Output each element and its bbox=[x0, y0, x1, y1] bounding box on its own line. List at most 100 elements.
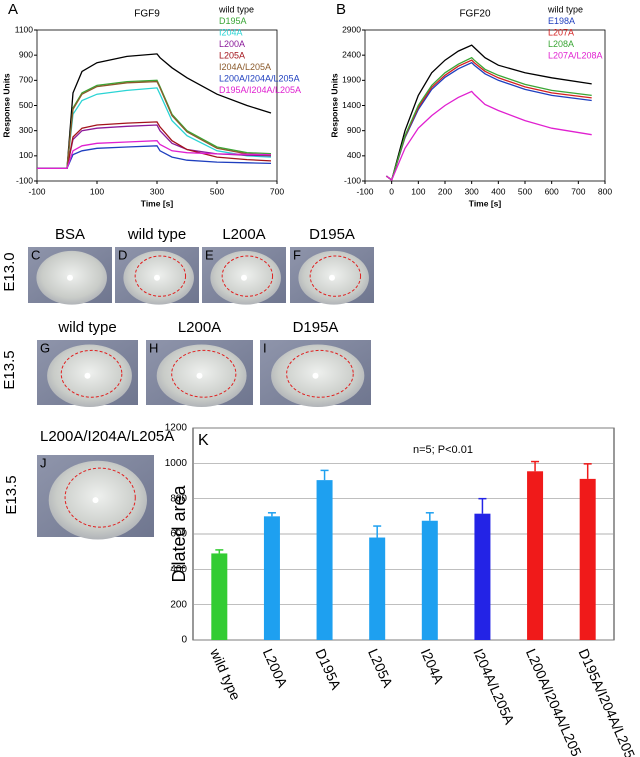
x-tick-label: I204A bbox=[418, 646, 448, 687]
annotation: n=5; P<0.01 bbox=[413, 444, 473, 456]
bar bbox=[316, 480, 333, 640]
highlight bbox=[241, 274, 247, 281]
x-tick-label: 100 bbox=[411, 186, 425, 196]
y-axis-label: Response Units bbox=[329, 73, 339, 138]
bar bbox=[211, 553, 228, 640]
y-tick-label: 2400 bbox=[342, 49, 361, 59]
panel-letter: E bbox=[205, 247, 214, 262]
x-tick-label: I204A/L205A bbox=[470, 646, 518, 727]
x-tick-label: 100 bbox=[90, 186, 104, 196]
sensorgram-line bbox=[37, 140, 272, 170]
panel-letter: B bbox=[336, 1, 346, 18]
x-tick-label: 300 bbox=[465, 186, 479, 196]
chart-title: FGF20 bbox=[459, 9, 491, 20]
x-tick-label: wild type bbox=[207, 645, 244, 702]
x-axis-label: Time [s] bbox=[469, 198, 502, 208]
panel-label: D195A bbox=[309, 226, 355, 243]
dilated-outline bbox=[171, 349, 237, 398]
x-tick-label: 600 bbox=[545, 186, 559, 196]
panel-letter: D bbox=[118, 247, 127, 262]
error-bar bbox=[215, 549, 224, 554]
panel-letter: A bbox=[8, 1, 18, 18]
y-tick-label: 600 bbox=[170, 529, 187, 540]
dilated-outline bbox=[286, 349, 354, 398]
panel-letter: C bbox=[31, 247, 40, 262]
bar bbox=[369, 537, 386, 640]
panel-label: wild type bbox=[57, 319, 116, 336]
panel-letter: I bbox=[263, 340, 267, 355]
bar bbox=[263, 516, 280, 640]
sensorgram-line bbox=[37, 53, 272, 170]
stage-label: E13.5 bbox=[3, 475, 20, 514]
stage-label: E13.5 bbox=[1, 350, 18, 389]
legend-entry: wild type bbox=[218, 4, 254, 14]
y-tick-label: -100 bbox=[16, 175, 33, 185]
y-tick-label: 400 bbox=[347, 150, 361, 160]
highlight bbox=[92, 497, 99, 504]
highlight bbox=[312, 372, 319, 379]
x-tick-label: L205A bbox=[365, 646, 396, 690]
x-tick-label: 300 bbox=[150, 186, 164, 196]
legend-entry: I204A/L205A bbox=[219, 62, 271, 72]
error-bar bbox=[531, 460, 540, 472]
dilated-outline bbox=[64, 467, 136, 528]
sensorgram-line bbox=[37, 145, 272, 170]
panel-label: BSA bbox=[55, 226, 85, 243]
error-bar bbox=[267, 512, 276, 517]
y-tick-label: 0 bbox=[181, 635, 187, 646]
error-bar bbox=[583, 463, 592, 479]
dilated-outline bbox=[60, 349, 123, 398]
y-tick-label: 1900 bbox=[342, 75, 361, 85]
legend-entry: L207A/L208A bbox=[548, 50, 603, 60]
bar bbox=[474, 513, 491, 640]
bar bbox=[527, 471, 544, 640]
x-tick-label: L200A bbox=[260, 646, 291, 690]
sensorgram-line bbox=[385, 90, 592, 182]
y-tick-label: 200 bbox=[170, 599, 187, 610]
y-tick-label: 2900 bbox=[342, 24, 361, 34]
error-bar bbox=[478, 497, 487, 514]
x-tick-label: 200 bbox=[438, 186, 452, 196]
error-bar bbox=[320, 469, 329, 481]
x-axis-label: Time [s] bbox=[141, 198, 174, 208]
panel-label: L200A bbox=[178, 319, 221, 336]
panel-label: D195A bbox=[293, 319, 339, 336]
sensorgram-line bbox=[385, 59, 592, 182]
highlight bbox=[84, 372, 91, 379]
x-tick-label: D195A bbox=[312, 646, 344, 692]
highlight bbox=[196, 372, 203, 379]
panel-letter: H bbox=[149, 340, 158, 355]
sensorgram-line bbox=[37, 79, 272, 170]
y-tick-label: 700 bbox=[19, 75, 33, 85]
chart-title: FGF9 bbox=[134, 9, 160, 20]
error-bar bbox=[425, 512, 434, 521]
x-tick-label: 500 bbox=[518, 186, 532, 196]
stage-label: E13.0 bbox=[1, 252, 18, 291]
legend-entry: L207A bbox=[548, 27, 574, 37]
panel-label: wild type bbox=[127, 226, 186, 243]
panel-letter: G bbox=[40, 340, 50, 355]
sensorgram-line bbox=[37, 121, 272, 170]
y-axis-label: Dilated area bbox=[169, 484, 189, 582]
x-tick-label: L200A/I204A/L205A bbox=[523, 646, 589, 757]
y-tick-label: 500 bbox=[19, 100, 33, 110]
panel-letter: F bbox=[293, 247, 301, 262]
y-tick-label: 1100 bbox=[15, 24, 34, 34]
panel-letter: K bbox=[198, 432, 209, 449]
legend-entry: L200A bbox=[219, 39, 245, 49]
bar bbox=[579, 478, 596, 640]
legend-entry: D195A/I204A/L205A bbox=[219, 85, 301, 95]
panel-label: L200A bbox=[222, 226, 265, 243]
y-tick-label: 800 bbox=[170, 493, 187, 504]
x-tick-label: 0 bbox=[389, 186, 394, 196]
legend-entry: wild type bbox=[547, 4, 583, 14]
y-axis-label: Response Units bbox=[1, 73, 11, 138]
x-tick-label: 700 bbox=[571, 186, 585, 196]
x-tick-label: -100 bbox=[356, 186, 373, 196]
legend-entry: I204A bbox=[219, 27, 243, 37]
y-tick-label: -100 bbox=[344, 175, 361, 185]
highlight bbox=[154, 274, 160, 281]
panel-label: L200A/I204A/L205A bbox=[40, 428, 174, 445]
legend-entry: D195A bbox=[219, 16, 247, 26]
